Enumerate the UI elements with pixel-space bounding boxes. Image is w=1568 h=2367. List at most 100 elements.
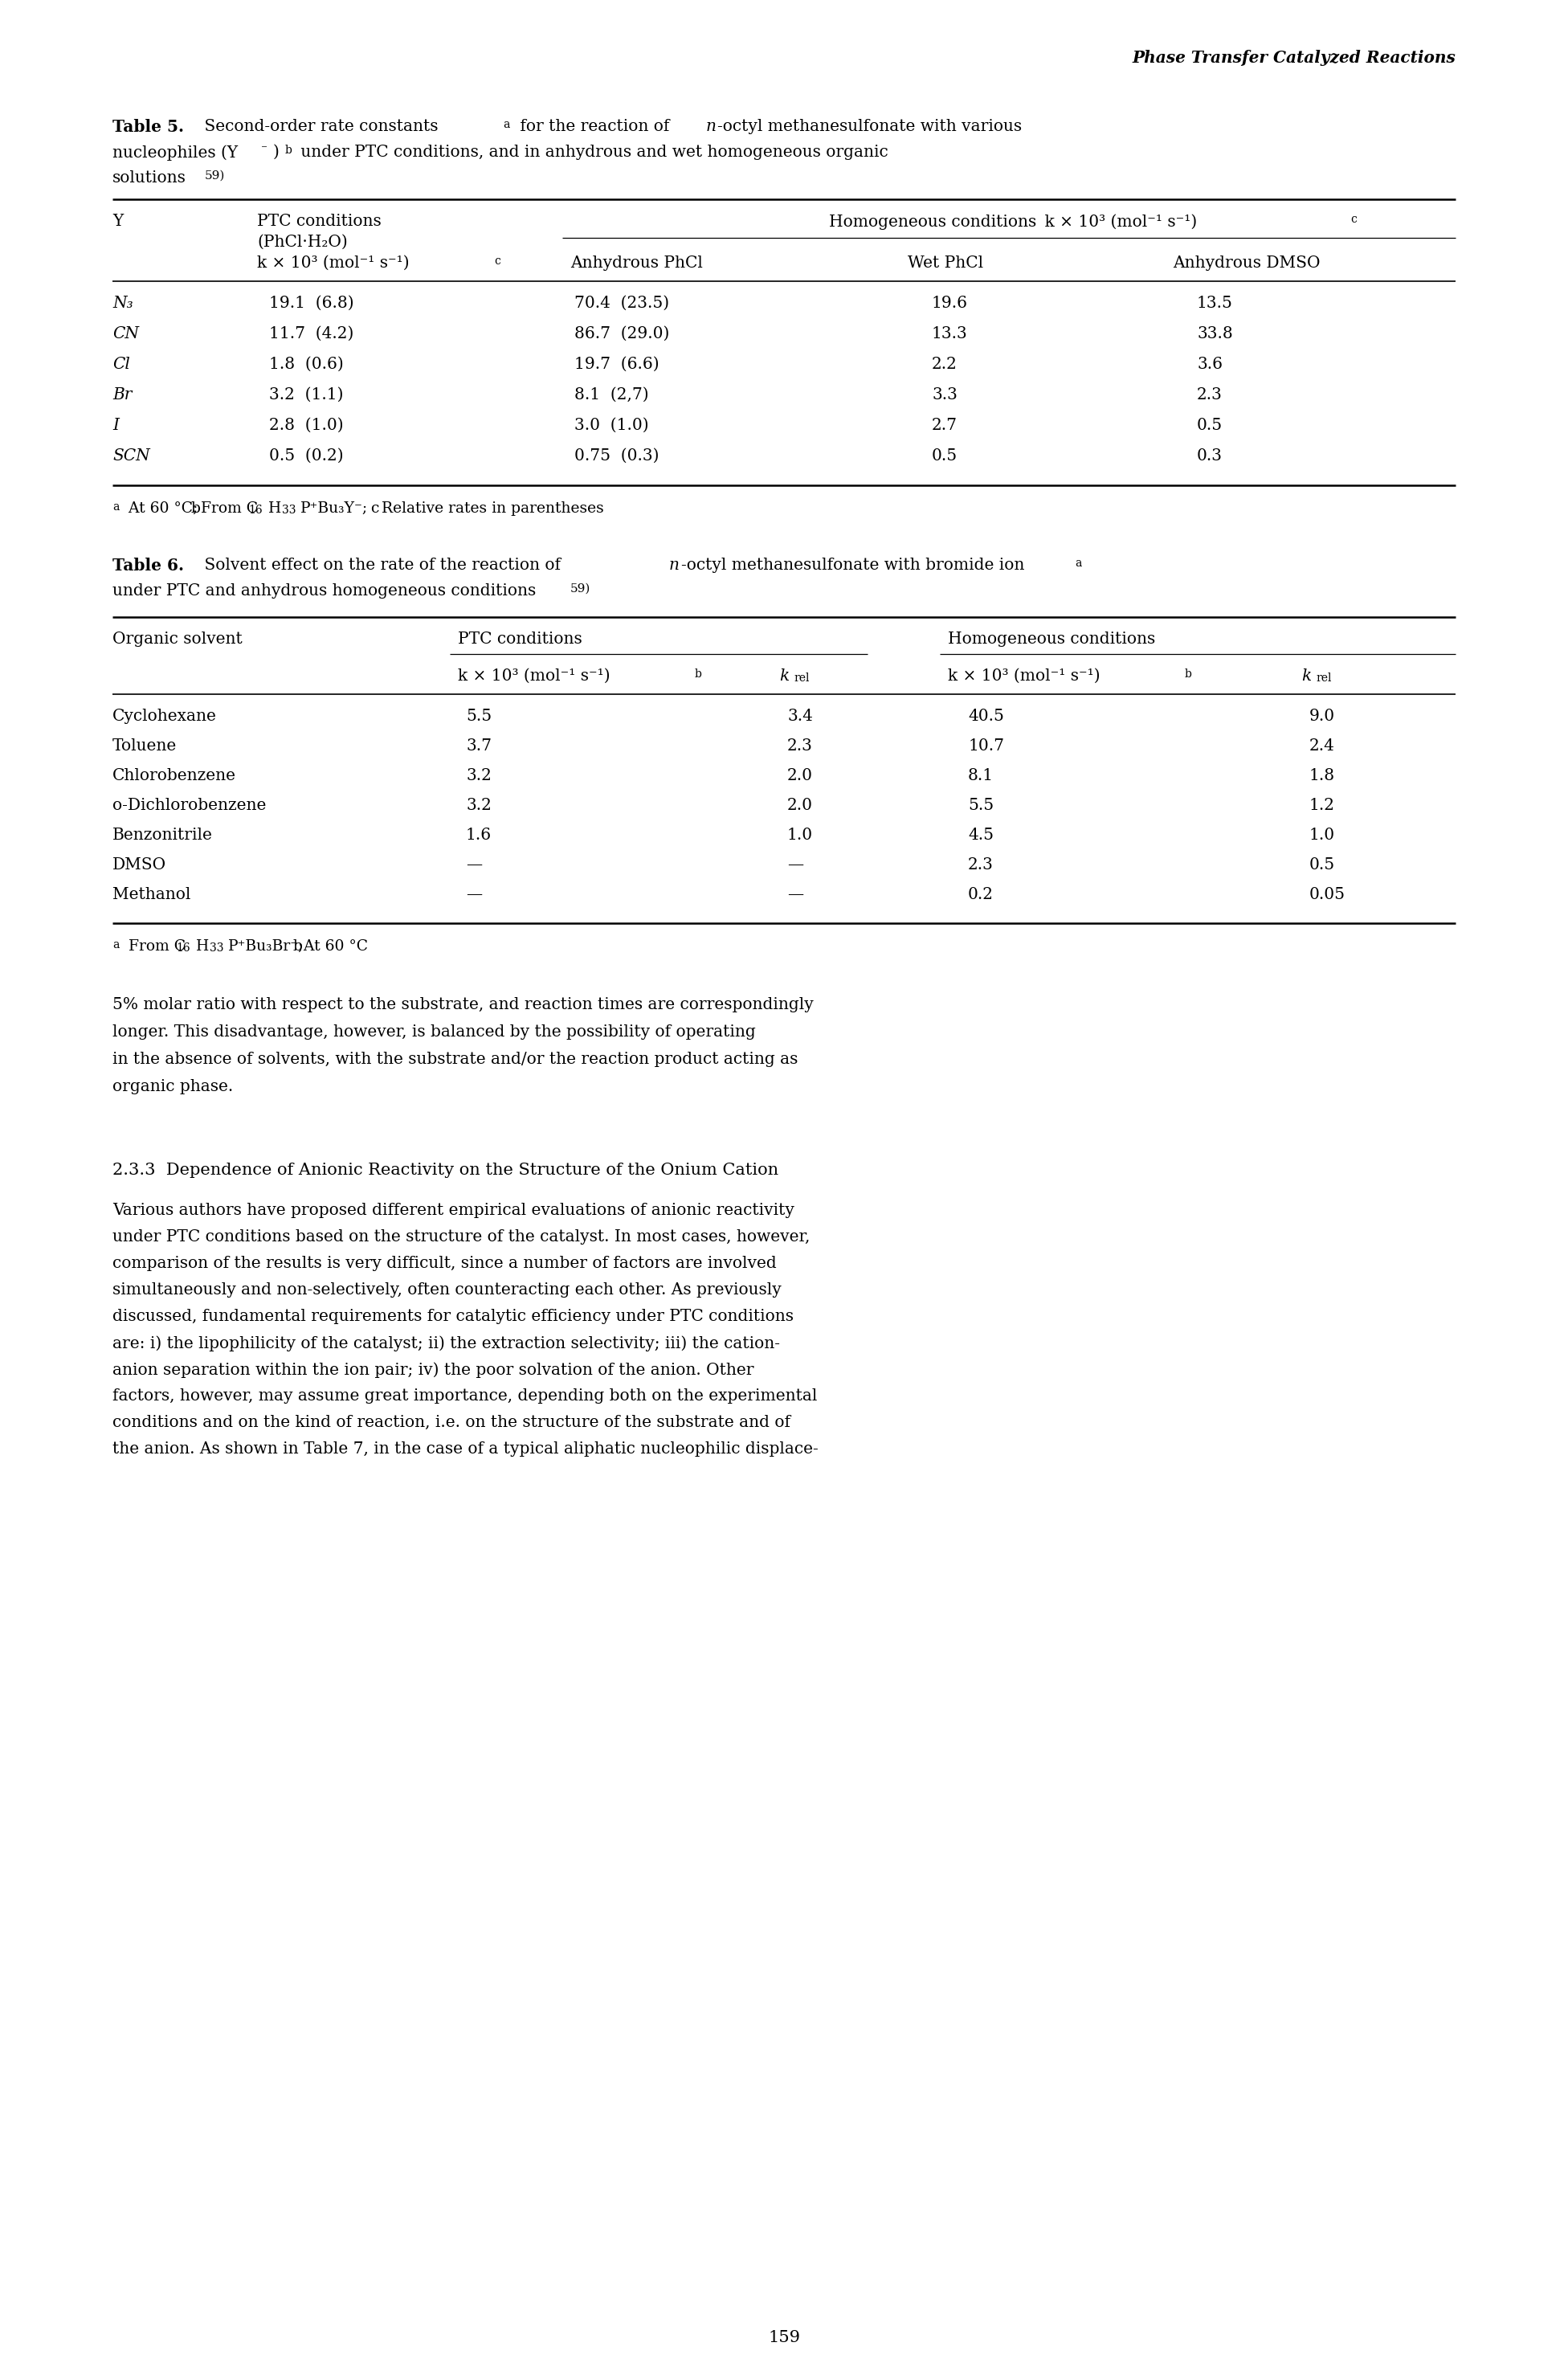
Text: Y: Y (113, 213, 124, 230)
Text: At 60 °C;: At 60 °C; (124, 502, 198, 516)
Text: in the absence of solvents, with the substrate and/or the reaction product actin: in the absence of solvents, with the sub… (113, 1051, 798, 1068)
Text: -octyl methanesulfonate with bromide ion: -octyl methanesulfonate with bromide ion (681, 559, 1024, 573)
Text: o-Dichlorobenzene: o-Dichlorobenzene (113, 798, 267, 814)
Text: are: i) the lipophilicity of the catalyst; ii) the extraction selectivity; iii) : are: i) the lipophilicity of the catalys… (113, 1335, 779, 1352)
Text: Anhydrous DMSO: Anhydrous DMSO (1173, 256, 1320, 270)
Text: P⁺Bu₃Br⁻;: P⁺Bu₃Br⁻; (227, 940, 304, 954)
Text: ): ) (273, 144, 279, 161)
Text: comparison of the results is very difficult, since a number of factors are invol: comparison of the results is very diffic… (113, 1257, 776, 1271)
Text: 0.5  (0.2): 0.5 (0.2) (270, 447, 343, 464)
Text: N₃: N₃ (113, 296, 133, 310)
Text: for the reaction of: for the reaction of (514, 118, 674, 135)
Text: 19.7  (6.6): 19.7 (6.6) (574, 357, 659, 372)
Text: 1.8: 1.8 (1309, 769, 1334, 783)
Text: Second-order rate constants: Second-order rate constants (199, 118, 437, 135)
Text: 59): 59) (571, 582, 591, 594)
Text: 19.1  (6.8): 19.1 (6.8) (270, 296, 354, 310)
Text: 70.4  (23.5): 70.4 (23.5) (574, 296, 670, 310)
Text: Table 6.: Table 6. (113, 559, 183, 573)
Text: Benzonitrile: Benzonitrile (113, 828, 213, 843)
Text: longer. This disadvantage, however, is balanced by the possibility of operating: longer. This disadvantage, however, is b… (113, 1025, 756, 1039)
Text: 2.2: 2.2 (931, 357, 958, 372)
Text: 33.8: 33.8 (1196, 327, 1232, 341)
Text: 2.3: 2.3 (787, 739, 812, 753)
Text: k × 10³ (mol⁻¹ s⁻¹): k × 10³ (mol⁻¹ s⁻¹) (949, 667, 1101, 684)
Text: Homogeneous conditions: Homogeneous conditions (949, 632, 1156, 646)
Text: Various authors have proposed different empirical evaluations of anionic reactiv: Various authors have proposed different … (113, 1202, 795, 1219)
Text: c: c (1350, 213, 1356, 225)
Text: DMSO: DMSO (113, 857, 166, 873)
Text: 1.0: 1.0 (1309, 828, 1334, 843)
Text: —: — (787, 888, 803, 902)
Text: 0.5: 0.5 (1196, 419, 1223, 433)
Text: 33: 33 (282, 504, 296, 516)
Text: c: c (367, 502, 379, 516)
Text: Organic solvent: Organic solvent (113, 632, 243, 646)
Text: 4.5: 4.5 (967, 828, 994, 843)
Text: n: n (670, 559, 679, 573)
Text: —: — (787, 857, 803, 873)
Text: 5.5: 5.5 (466, 708, 492, 724)
Text: 2.3: 2.3 (967, 857, 994, 873)
Text: k: k (1301, 667, 1311, 684)
Text: 2.3: 2.3 (1196, 388, 1223, 402)
Text: 2.0: 2.0 (787, 798, 812, 814)
Text: 19.6: 19.6 (931, 296, 967, 310)
Text: 11.7  (4.2): 11.7 (4.2) (270, 327, 354, 341)
Text: Chlorobenzene: Chlorobenzene (113, 769, 237, 783)
Text: (PhCl·H₂O): (PhCl·H₂O) (257, 234, 348, 251)
Text: 0.75  (0.3): 0.75 (0.3) (574, 447, 659, 464)
Text: factors, however, may assume great importance, depending both on the experimenta: factors, however, may assume great impor… (113, 1389, 817, 1404)
Text: a: a (1074, 559, 1082, 568)
Text: 16: 16 (248, 504, 262, 516)
Text: SCN: SCN (113, 447, 151, 464)
Text: anion separation within the ion pair; iv) the poor solvation of the anion. Other: anion separation within the ion pair; iv… (113, 1361, 754, 1378)
Text: P⁺Bu₃Y⁻;: P⁺Bu₃Y⁻; (301, 502, 368, 516)
Text: At 60 °C: At 60 °C (299, 940, 368, 954)
Text: -octyl methanesulfonate with various: -octyl methanesulfonate with various (717, 118, 1022, 135)
Text: k × 10³ (mol⁻¹ s⁻¹): k × 10³ (mol⁻¹ s⁻¹) (458, 667, 610, 684)
Text: b: b (695, 667, 702, 679)
Text: under PTC and anhydrous homogeneous conditions: under PTC and anhydrous homogeneous cond… (113, 582, 536, 599)
Text: From C: From C (124, 940, 185, 954)
Text: 9.0: 9.0 (1309, 708, 1334, 724)
Text: Table 5.: Table 5. (113, 118, 183, 135)
Text: 1.8  (0.6): 1.8 (0.6) (270, 357, 343, 372)
Text: 1.0: 1.0 (787, 828, 814, 843)
Text: conditions and on the kind of reaction, i.e. on the structure of the substrate a: conditions and on the kind of reaction, … (113, 1415, 790, 1430)
Text: Homogeneous conditions  k × 10³ (mol⁻¹ s⁻¹): Homogeneous conditions k × 10³ (mol⁻¹ s⁻… (829, 213, 1196, 230)
Text: the anion. As shown in Table 7, in the case of a typical aliphatic nucleophilic : the anion. As shown in Table 7, in the c… (113, 1442, 818, 1456)
Text: 0.05: 0.05 (1309, 888, 1345, 902)
Text: 0.2: 0.2 (967, 888, 994, 902)
Text: 1.6: 1.6 (466, 828, 492, 843)
Text: 3.2: 3.2 (466, 769, 491, 783)
Text: 3.7: 3.7 (466, 739, 492, 753)
Text: under PTC conditions, and in anhydrous and wet homogeneous organic: under PTC conditions, and in anhydrous a… (296, 144, 887, 161)
Text: —: — (466, 888, 481, 902)
Text: 2.8  (1.0): 2.8 (1.0) (270, 419, 343, 433)
Text: 3.4: 3.4 (787, 708, 812, 724)
Text: —: — (466, 857, 481, 873)
Text: 13.5: 13.5 (1196, 296, 1232, 310)
Text: rel: rel (1316, 672, 1331, 684)
Text: 2.4: 2.4 (1309, 739, 1334, 753)
Text: 33: 33 (210, 942, 224, 954)
Text: 8.1: 8.1 (967, 769, 994, 783)
Text: Solvent effect on the rate of the reaction of: Solvent effect on the rate of the reacti… (199, 559, 566, 573)
Text: Toluene: Toluene (113, 739, 177, 753)
Text: 3.2  (1.1): 3.2 (1.1) (270, 388, 343, 402)
Text: 3.2: 3.2 (466, 798, 491, 814)
Text: b: b (1185, 667, 1192, 679)
Text: 13.3: 13.3 (931, 327, 967, 341)
Text: Br: Br (113, 388, 132, 402)
Text: a: a (113, 940, 119, 952)
Text: H: H (196, 940, 209, 954)
Text: Anhydrous PhCl: Anhydrous PhCl (571, 256, 702, 270)
Text: organic phase.: organic phase. (113, 1079, 234, 1094)
Text: ⁻: ⁻ (260, 144, 268, 156)
Text: nucleophiles (Y: nucleophiles (Y (113, 144, 238, 161)
Text: Methanol: Methanol (113, 888, 191, 902)
Text: PTC conditions: PTC conditions (257, 213, 381, 230)
Text: I: I (113, 419, 119, 433)
Text: 59): 59) (205, 170, 226, 182)
